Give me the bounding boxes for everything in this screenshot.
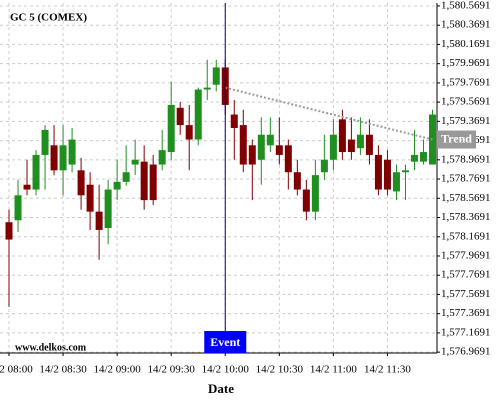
- y-tick-label: 1,577.9691: [441, 250, 491, 262]
- candle-body: [41, 129, 49, 155]
- candle-body: [167, 104, 175, 153]
- y-tick-label: 1,578.5691: [441, 192, 491, 204]
- candle-body: [230, 114, 238, 128]
- candle-body: [68, 139, 76, 165]
- candle-body: [185, 125, 193, 140]
- watermark: www.delkos.com: [15, 342, 87, 353]
- x-tick-label: 14/2 09:00: [93, 364, 141, 376]
- candle-body: [203, 87, 211, 90]
- candle-body: [329, 134, 337, 160]
- candle-body: [383, 159, 391, 190]
- event-label-box: [204, 331, 247, 353]
- candle-body: [374, 154, 382, 190]
- candle-body: [311, 175, 319, 212]
- marks: [5, 59, 436, 307]
- candle-body: [32, 154, 40, 190]
- candle-body: [365, 134, 373, 155]
- candle-body: [95, 211, 103, 230]
- candle-body: [113, 181, 121, 190]
- candle-body: [176, 107, 184, 126]
- candle-body: [104, 189, 112, 228]
- y-tick-label: 1,578.7691: [441, 173, 491, 185]
- candle-body: [86, 184, 94, 212]
- y-tick-label: 1,579.9691: [441, 57, 491, 69]
- trend-label-box: [437, 130, 476, 149]
- x-tick-label: 14/2 11:00: [310, 364, 357, 376]
- candle-body: [248, 145, 256, 165]
- candle-body: [122, 172, 130, 182]
- y-tick-label: 1,577.1691: [441, 326, 491, 338]
- candle-body: [356, 134, 364, 149]
- y-tick-label: 1,580.3691: [441, 19, 491, 31]
- candle-body: [293, 172, 301, 190]
- candle-body: [401, 170, 409, 173]
- candle-body: [392, 172, 400, 192]
- candle-body: [410, 154, 418, 162]
- x-tick-label: 14/2 11:30: [364, 364, 411, 376]
- candle-body: [320, 159, 328, 173]
- y-tick-label: 1,579.7691: [441, 76, 491, 88]
- y-tick-label: 1,577.3691: [441, 307, 491, 319]
- y-tick-label: 1,578.1691: [441, 230, 491, 242]
- y-tick-label: 1,578.3691: [441, 211, 491, 223]
- trend-label: Trend: [441, 131, 472, 145]
- candle-body: [194, 89, 202, 140]
- y-tick-label: 1,577.5691: [441, 288, 491, 300]
- candle-body: [419, 152, 427, 162]
- candle-body: [239, 125, 247, 165]
- x-tick-label: 14/2 10:00: [202, 364, 250, 376]
- x-tick-label: 14/2 08:00: [0, 364, 33, 376]
- candle-body: [77, 170, 85, 196]
- candle-body: [5, 222, 13, 240]
- candle-body: [275, 145, 283, 155]
- candle-body: [338, 119, 346, 153]
- x-tick-label: 14/2 09:30: [148, 364, 196, 376]
- candle-body: [266, 134, 274, 146]
- candle-body: [158, 150, 166, 165]
- candle-body: [23, 184, 31, 190]
- candle-body: [149, 164, 157, 201]
- y-tick-label: 1,578.9691: [441, 153, 491, 165]
- candle-body: [284, 145, 292, 173]
- chart-title: GC 5 (COMEX): [10, 12, 87, 24]
- y-tick-label: 1,579.5691: [441, 96, 491, 108]
- y-tick-label: 1,577.7691: [441, 269, 491, 281]
- candle-body: [140, 161, 148, 201]
- y-tick-label: 1,580.5691: [441, 0, 491, 12]
- y-tick-label: 1,579.3691: [441, 115, 491, 127]
- candle-body: [59, 145, 67, 171]
- candle-body: [347, 139, 355, 153]
- event-label: Event: [210, 335, 240, 349]
- candle-body: [14, 195, 22, 221]
- x-tick-label: 14/2 10:30: [256, 364, 304, 376]
- y-tick-label: 1,580.1691: [441, 38, 491, 50]
- candle-body: [131, 159, 139, 165]
- candle-body: [212, 67, 220, 85]
- candle-body: [302, 189, 310, 212]
- y-tick-label: 1,576.9691: [441, 346, 491, 358]
- candle-body: [257, 134, 265, 160]
- x-tick-label: 14/2 08:30: [39, 364, 87, 376]
- candle-body: [50, 145, 58, 171]
- x-axis-label: Date: [208, 381, 234, 396]
